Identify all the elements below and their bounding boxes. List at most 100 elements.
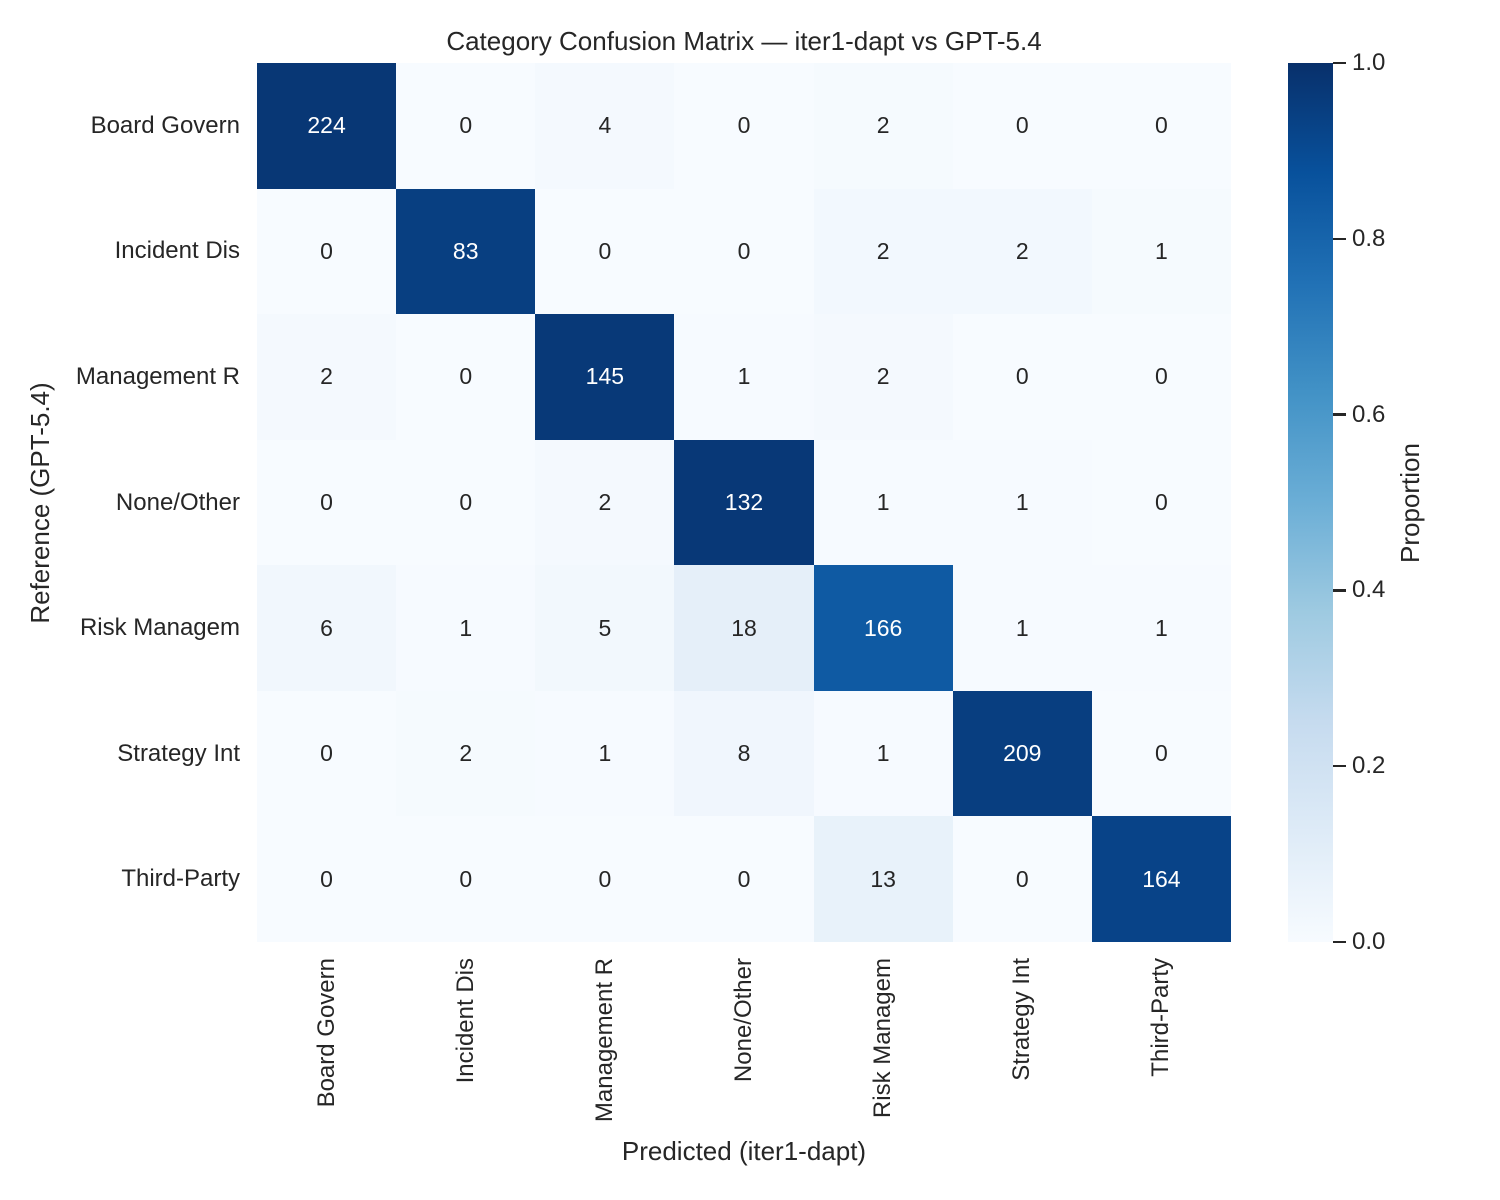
cell-value: 0 [320,740,333,767]
cell-value: 4 [598,112,612,139]
y-axis-label: Reference (GPT-5.4) [25,381,55,624]
cell-value: 0 [320,237,333,264]
cell-value: 83 [452,237,479,264]
heatmap-cell: 0 [257,690,397,817]
cell-value: 2 [459,740,473,767]
y-tick-label: Board Govern [90,111,240,139]
colorbar-tick-label: 1.0 [1352,49,1386,76]
colorbar-tick-label: 0.6 [1352,400,1386,428]
cell-value: 0 [1155,488,1168,515]
colorbar-tick-label: 0.8 [1352,224,1386,252]
heatmap-cell: 1 [1091,565,1231,691]
y-tick-label: Third-Party [121,865,240,893]
cell-value: 2 [1015,237,1029,264]
x-tick-label: Risk Managem [869,958,897,1119]
cell-value: 1 [459,614,473,641]
cell-value: 0 [459,363,473,390]
x-tick-label: Incident Dis [451,958,479,1084]
colorbar-tick-mark [1333,237,1346,241]
cell-value: 0 [1015,363,1029,390]
cell-value: 166 [863,614,903,641]
heatmap-cell: 0 [952,816,1092,942]
cell-value: 0 [737,237,751,264]
colorbar-tick-mark [1333,61,1346,65]
cell-value: 0 [320,488,333,515]
heatmap-cell: 0 [396,439,536,566]
cell-value: 1 [1015,614,1029,641]
heatmap-cell: 0 [674,63,814,189]
cell-value: 1 [598,740,612,767]
cell-value: 8 [737,740,751,767]
heatmap-cell: 0 [1091,439,1231,566]
heatmap-cell: 166 [813,565,953,691]
x-tick-label: Strategy Int [1008,958,1036,1081]
colorbar-label: Proportion [1395,442,1425,563]
x-tick-label: Board Govern [312,958,340,1108]
heatmap-cell: 13 [813,816,953,942]
colorbar-tick-label: 0.4 [1352,576,1386,604]
heatmap-cell: 0 [396,816,536,942]
cell-value: 2 [876,237,890,264]
heatmap-cell: 18 [674,565,814,691]
cell-value: 132 [724,488,764,515]
heatmap-cell: 2 [257,314,397,440]
heatmap-cell: 0 [535,816,675,942]
y-tick-label: Risk Managem [79,614,240,642]
cell-value: 164 [1142,865,1181,892]
cell-value: 0 [598,237,612,264]
cell-value: 0 [737,865,751,892]
heatmap-cell: 145 [535,314,675,440]
colorbar-tick-label: 0.2 [1352,752,1386,780]
heatmap-cell: 2 [813,314,953,440]
colorbar-tick-mark [1333,413,1346,416]
heatmap-cell: 0 [1091,63,1231,189]
cell-value: 5 [598,614,612,641]
cell-value: 13 [870,865,896,892]
cell-value: 1 [1155,614,1168,641]
heatmap-cell: 1 [813,439,953,566]
heatmap-cell: 0 [257,816,397,942]
cell-value: 0 [1015,865,1029,892]
heatmap-cell: 4 [535,63,675,189]
cell-value: 0 [459,112,473,139]
cell-value: 145 [585,363,625,390]
heatmap-cell: 0 [396,314,536,440]
heatmap-cell: 83 [396,188,536,315]
colorbar-tick-mark [1333,764,1346,768]
cell-value: 0 [459,865,473,892]
heatmap-cell: 209 [952,690,1092,817]
heatmap-cell: 0 [257,188,397,315]
cell-value: 2 [598,488,612,515]
cell-value: 1 [1155,237,1168,264]
y-tick-label: Incident Dis [114,237,240,265]
heatmap-cell: 2 [952,188,1092,315]
y-tick-label: Management R [75,362,240,390]
heatmap-cell: 0 [952,63,1092,189]
heatmap-cell: 2 [813,63,953,189]
heatmap-cell: 6 [257,565,397,691]
heatmap-cell: 8 [674,690,814,817]
x-tick-label: None/Other [730,958,757,1083]
heatmap-cell: 0 [674,188,814,315]
heatmap-cell: 164 [1091,816,1231,942]
heatmap-cell: 1 [813,690,953,817]
chart-title: Category Confusion Matrix — iter1-dapt v… [446,26,1042,56]
heatmap-cell: 224 [257,63,397,189]
cell-value: 0 [320,865,333,892]
heatmap-cell: 0 [396,63,536,189]
colorbar [1288,63,1333,942]
heatmap-cell: 5 [535,565,675,691]
heatmap-cell: 132 [674,439,814,566]
x-tick-label: Management R [590,958,618,1123]
heatmap-cell: 0 [1091,314,1231,440]
heatmap-cell: 0 [952,314,1092,440]
cell-value: 0 [1015,112,1029,139]
heatmap-cell: 1 [674,314,814,440]
cell-value: 1 [876,488,890,515]
cell-value: 1 [876,740,890,767]
colorbar-tick-mark [1333,940,1346,944]
heatmap-cell: 2 [535,439,675,566]
cell-value: 209 [1003,740,1042,767]
heatmap-cell: 2 [813,188,953,315]
